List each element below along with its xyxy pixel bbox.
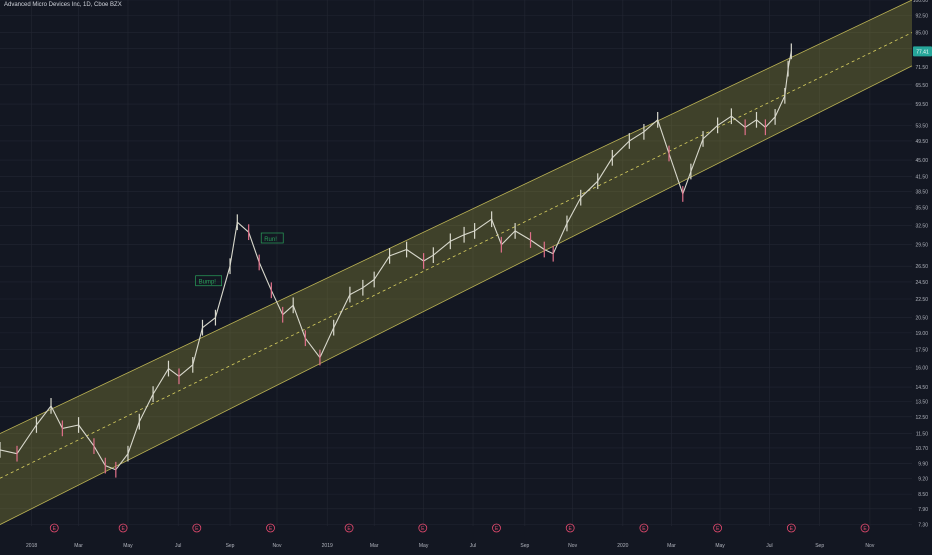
- earnings-marker: [565, 523, 575, 533]
- earnings-marker: [418, 523, 428, 533]
- earnings-marker-label: E: [569, 526, 573, 532]
- earnings-marker: [118, 523, 128, 533]
- x-tick-label: Sep: [520, 543, 529, 549]
- x-tick-label: Mar: [667, 543, 676, 549]
- x-tick-label: Sep: [815, 543, 824, 549]
- x-tick-label: May: [123, 543, 133, 549]
- y-tick-label: 17.50: [915, 347, 928, 353]
- earnings-marker: [266, 523, 275, 533]
- y-tick-label: 41.50: [915, 174, 928, 180]
- channel-lower-line: [0, 65, 913, 525]
- y-tick-label: 7.90: [918, 507, 928, 513]
- y-tick-label: 8.50: [918, 492, 928, 498]
- earnings-marker-label: E: [347, 526, 351, 532]
- y-tick-label: 12.50: [915, 415, 928, 421]
- y-tick-label: 9.20: [918, 476, 928, 482]
- y-tick-label: 100.00: [913, 0, 929, 4]
- earnings-marker: [639, 523, 649, 533]
- y-tick-label: 65.50: [915, 83, 928, 89]
- x-tick-label: Jul: [470, 543, 476, 549]
- earnings-marker: [492, 523, 501, 533]
- y-tick-label: 35.50: [915, 206, 928, 212]
- y-tick-label: 45.00: [915, 158, 928, 164]
- earnings-marker-label: E: [495, 526, 499, 532]
- current-price-label: 77.41: [916, 49, 929, 55]
- y-tick-label: 22.50: [915, 297, 928, 303]
- x-tick-label: Nov: [568, 543, 577, 549]
- y-tick-label: 32.50: [915, 223, 928, 229]
- y-tick-label: 10.70: [915, 446, 928, 452]
- y-tick-label: 20.50: [915, 316, 928, 322]
- annotation-label: Bump!: [199, 280, 217, 286]
- earnings-marker-label: E: [269, 526, 273, 532]
- channel-upper-line: [0, 0, 913, 434]
- chart-title: Advanced Micro Devices Inc, 1D, Cboe BZX: [4, 2, 122, 8]
- channel-mid-line: [0, 32, 913, 479]
- y-tick-label: 11.50: [916, 432, 928, 438]
- x-tick-label: Jul: [175, 543, 181, 549]
- x-tick-label: 2019: [322, 543, 333, 549]
- earnings-marker: [49, 523, 59, 533]
- earnings-marker-label: E: [790, 526, 794, 532]
- x-tick-label: Mar: [74, 543, 83, 549]
- y-tick-label: 92.50: [915, 14, 928, 20]
- x-tick-label: 2020: [617, 543, 628, 549]
- y-tick-label: 26.50: [915, 264, 928, 270]
- y-tick-label: 13.50: [915, 399, 928, 405]
- x-tick-label: Sep: [226, 543, 235, 549]
- x-tick-label: May: [419, 543, 429, 549]
- y-tick-label: 53.50: [915, 123, 928, 129]
- earnings-marker: [344, 523, 354, 533]
- earnings-marker: [192, 523, 202, 533]
- y-tick-label: 16.00: [915, 365, 928, 371]
- earnings-marker-label: E: [863, 526, 867, 532]
- y-tick-label: 14.50: [915, 385, 928, 391]
- x-tick-label: May: [715, 543, 725, 549]
- y-tick-label: 85.00: [915, 31, 928, 37]
- earnings-marker-label: E: [716, 526, 720, 532]
- annotation-box: [260, 232, 284, 244]
- x-tick-label: Nov: [273, 543, 282, 549]
- earnings-marker: [786, 523, 796, 533]
- x-tick-label: 2018: [26, 543, 37, 549]
- y-tick-label: 24.50: [915, 280, 928, 286]
- current-price-tag: [913, 46, 932, 57]
- x-tick-label: Mar: [370, 543, 379, 549]
- y-tick-label: 9.90: [918, 462, 928, 468]
- y-tick-label: 29.50: [915, 243, 928, 249]
- earnings-marker-label: E: [195, 526, 199, 532]
- y-tick-label: 49.50: [915, 139, 928, 145]
- y-tick-label: 59.50: [915, 102, 928, 108]
- x-tick-label: Jul: [766, 543, 772, 549]
- y-tick-label: 38.50: [915, 189, 928, 195]
- y-tick-label: 7.30: [918, 523, 928, 529]
- annotation-box: [195, 275, 222, 287]
- channel-fill: [0, 0, 912, 525]
- earnings-marker-label: E: [53, 526, 57, 532]
- y-tick-label: 19.00: [915, 331, 928, 337]
- earnings-marker-label: E: [421, 526, 425, 532]
- earnings-marker: [713, 523, 723, 533]
- y-tick-label: 71.50: [915, 65, 928, 71]
- annotation-label: Run!: [264, 237, 277, 243]
- earnings-marker: [860, 523, 870, 533]
- x-tick-label: Nov: [865, 543, 874, 549]
- earnings-marker-label: E: [121, 526, 125, 532]
- earnings-marker-label: E: [642, 526, 646, 532]
